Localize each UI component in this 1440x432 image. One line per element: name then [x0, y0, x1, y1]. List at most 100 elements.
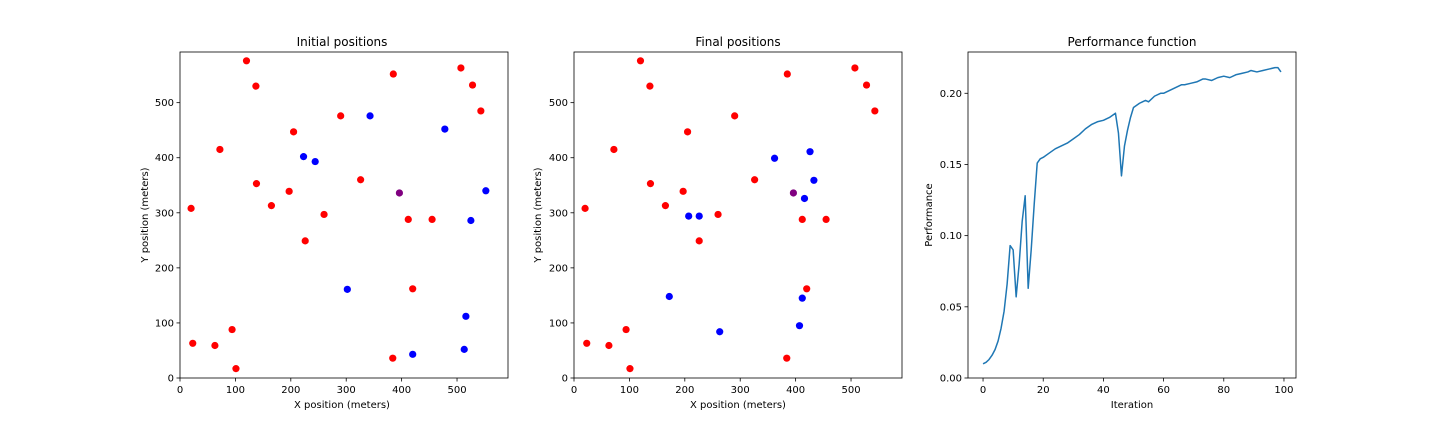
x-tick-label: 0 [980, 385, 986, 396]
x-tick-label: 20 [1037, 385, 1050, 396]
y-tick-label: 0.20 [940, 89, 962, 100]
y-tick-label: 0.05 [940, 302, 962, 313]
scatter-point [646, 180, 655, 188]
y-tick-label: 0 [562, 374, 568, 385]
x-tick-label: 100 [226, 385, 245, 396]
plot-title: Final positions [695, 35, 780, 49]
y-tick-label: 300 [549, 208, 568, 219]
y-tick-label: 400 [155, 153, 174, 164]
scatter-point [311, 157, 319, 166]
x-tick-label: 60 [1157, 385, 1170, 396]
plot-title: Initial positions [297, 35, 388, 49]
y-tick-label: 100 [549, 318, 568, 329]
scatter-point [482, 187, 490, 195]
plot-frame [179, 51, 509, 379]
y-tick-label: 500 [549, 98, 568, 109]
y-tick-label: 0.00 [940, 374, 962, 385]
y-tick-label: 400 [549, 153, 568, 164]
y-tick-label: 200 [155, 263, 174, 274]
scatter-point [783, 354, 791, 362]
scatter-point [646, 82, 654, 90]
x-tick-label: 80 [1217, 385, 1230, 396]
scatter-point [289, 128, 298, 136]
x-tick-label: 200 [281, 385, 300, 396]
x-axis-label: Iteration [1111, 400, 1153, 411]
scatter-point [783, 70, 791, 78]
x-tick-label: 0 [571, 385, 577, 396]
scatter-point [467, 216, 475, 225]
x-tick-label: 400 [392, 385, 411, 396]
scatter-point [337, 112, 345, 120]
x-axis-label: X position (meters) [294, 400, 390, 411]
scatter-point [636, 57, 645, 65]
scatter-point [468, 81, 477, 89]
scatter-point [770, 154, 779, 162]
plot-frame [573, 51, 903, 379]
plot-frame [967, 51, 1297, 379]
y-axis-label: Y position (meters) [533, 167, 544, 263]
scatter-point [665, 292, 673, 301]
y-tick-label: 0 [168, 374, 174, 385]
scatter-point [622, 325, 630, 334]
performance-line [982, 66, 1282, 365]
scatter-point [187, 204, 195, 212]
scatter-point [714, 210, 722, 219]
scatter-point [267, 202, 276, 210]
x-tick-label: 500 [447, 385, 466, 396]
scatter-point [357, 176, 365, 184]
scatter-point [389, 354, 397, 362]
scatter-point [404, 215, 412, 224]
x-tick-label: 200 [675, 385, 694, 396]
scatter-point [242, 57, 251, 65]
scatter-point [683, 128, 692, 136]
x-tick-label: 400 [786, 385, 805, 396]
scatter-point [409, 285, 417, 293]
x-axis-label: X position (meters) [690, 400, 786, 411]
y-tick-label: 500 [155, 98, 174, 109]
scatter-point [228, 325, 236, 334]
scatter-point [810, 176, 818, 184]
scatter-point [798, 294, 806, 302]
scatter-point [806, 148, 814, 156]
scatter-point [685, 212, 693, 220]
plot-title: Performance function [1068, 35, 1197, 49]
scatter-point [851, 64, 859, 72]
scatter-point [477, 107, 485, 115]
scatter-point [605, 341, 613, 350]
scatter-point [299, 153, 308, 161]
scatter-point [389, 70, 397, 78]
scatter-point [211, 341, 219, 350]
plot-marks: 0 100 200 300 400 500 0 100 200 300 400 500 [155, 57, 490, 396]
x-tick-label: 500 [841, 385, 860, 396]
scatter-point [871, 107, 879, 115]
scatter-point [252, 180, 261, 188]
scatter-point [301, 237, 309, 245]
scatter-point [409, 350, 417, 358]
x-tick-label: 300 [731, 385, 750, 396]
x-tick-label: 0 [177, 385, 183, 396]
scatter-point [800, 194, 809, 203]
y-tick-label: 100 [155, 318, 174, 329]
scatter-point [189, 339, 197, 347]
final-positions-plot: Final positions X position (meters) Y po… [533, 35, 903, 411]
scatter-point [695, 212, 703, 220]
scatter-point [679, 187, 687, 195]
y-axis-label: Y position (meters) [140, 167, 151, 263]
scatter-point [232, 365, 240, 373]
scatter-point [751, 176, 759, 184]
scatter-point [581, 204, 589, 212]
scatter-point [803, 285, 811, 293]
scatter-point [285, 187, 293, 195]
scatter-point [366, 112, 374, 120]
scatter-point [252, 82, 260, 90]
plot-marks: 0 20 40 60 80 100 0.00 0.05 0.10 0.15 0.20 [940, 66, 1294, 396]
scatter-point [798, 215, 806, 224]
scatter-point [395, 189, 404, 197]
scatter-point [457, 64, 465, 72]
x-tick-label: 100 [1274, 385, 1293, 396]
scatter-point [731, 112, 739, 120]
y-tick-label: 300 [155, 208, 174, 219]
scatter-point [789, 189, 798, 197]
x-tick-label: 300 [337, 385, 356, 396]
